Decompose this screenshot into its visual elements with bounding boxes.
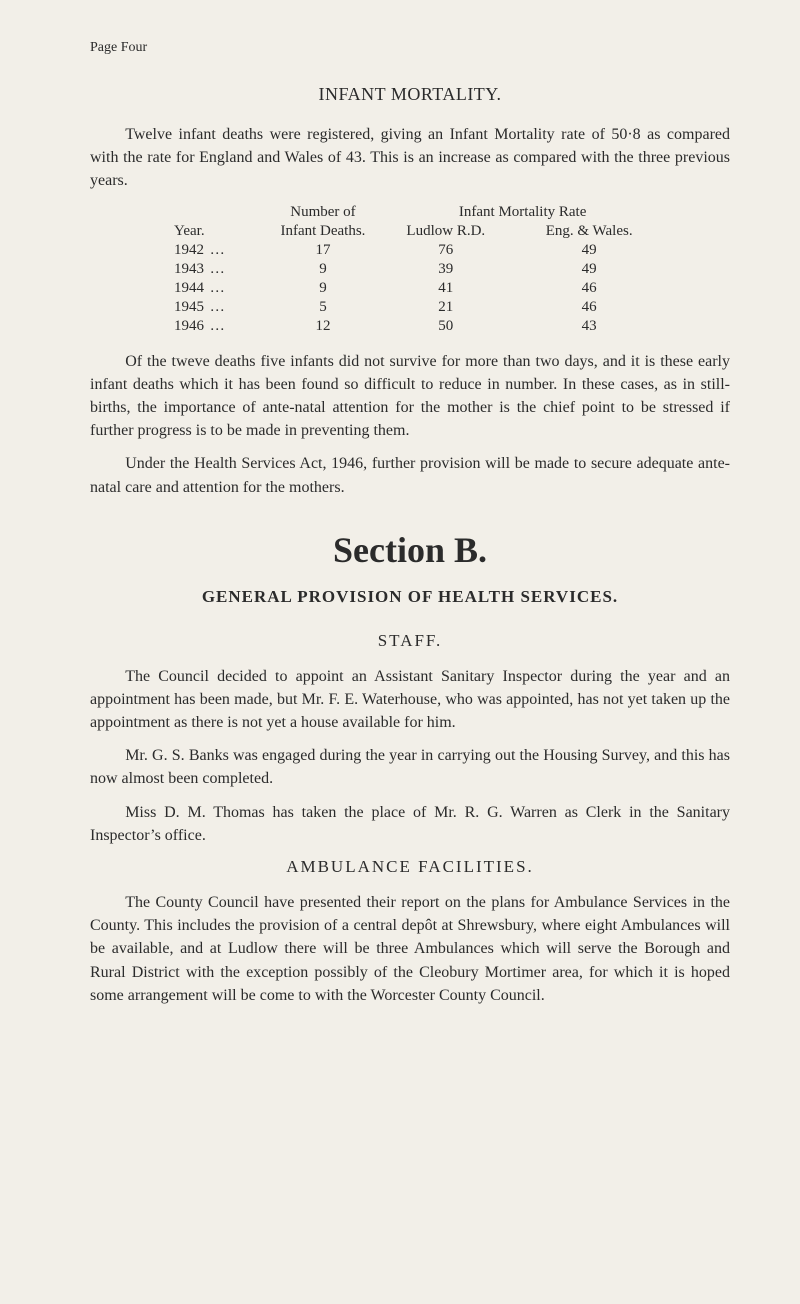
th-ludlow: Ludlow R.D.	[379, 222, 512, 241]
cell-deaths: 5	[267, 298, 380, 317]
table-row: 1943 9 39 49	[154, 260, 666, 279]
para-intro: Twelve infant deaths were registered, gi…	[90, 123, 730, 193]
th-infant-deaths: Infant Deaths.	[267, 222, 380, 241]
para-staff-2: Mr. G. S. Banks was engaged during the y…	[90, 744, 730, 790]
para-ambulance: The County Council have presented their …	[90, 891, 730, 1007]
para-tweve-deaths: Of the tweve deaths five infants did not…	[90, 350, 730, 443]
table-row: 1942 17 76 49	[154, 241, 666, 260]
th-eng: Eng. & Wales.	[512, 222, 666, 241]
cell-eng: 46	[512, 298, 666, 317]
para-staff-1: The Council decided to appoint an Assist…	[90, 665, 730, 735]
cell-year: 1946	[154, 317, 267, 336]
heading-infant-mortality: INFANT MORTALITY.	[90, 84, 730, 105]
table-row: 1944 9 41 46	[154, 279, 666, 298]
section-b-title: Section B.	[90, 529, 730, 571]
cell-year: 1943	[154, 260, 267, 279]
year-text: 1944	[174, 280, 227, 296]
cell-eng: 49	[512, 241, 666, 260]
table-header-row-2: Year. Infant Deaths. Ludlow R.D. Eng. & …	[154, 222, 666, 241]
mortality-table: Number of Infant Mortality Rate Year. In…	[154, 203, 666, 336]
th-number-of: Number of	[267, 203, 380, 222]
mortality-table-wrap: Number of Infant Mortality Rate Year. In…	[154, 203, 666, 336]
cell-eng: 49	[512, 260, 666, 279]
para-health-services-act: Under the Health Services Act, 1946, fur…	[90, 452, 730, 498]
subhead-staff: STAFF.	[90, 631, 730, 651]
table-row: 1946 12 50 43	[154, 317, 666, 336]
cell-eng: 46	[512, 279, 666, 298]
th-rate-span: Infant Mortality Rate	[379, 203, 666, 222]
para-staff-3: Miss D. M. Thomas has taken the place of…	[90, 801, 730, 847]
year-text: 1946	[174, 318, 227, 334]
cell-ludlow: 76	[379, 241, 512, 260]
mortality-table-head: Number of Infant Mortality Rate Year. In…	[154, 203, 666, 241]
cell-ludlow: 41	[379, 279, 512, 298]
year-text: 1945	[174, 299, 227, 315]
cell-deaths: 9	[267, 260, 380, 279]
cell-deaths: 9	[267, 279, 380, 298]
year-text: 1943	[174, 261, 227, 277]
cell-ludlow: 21	[379, 298, 512, 317]
running-head: Page Four	[90, 40, 730, 56]
cell-deaths: 17	[267, 241, 380, 260]
subhead-ambulance: AMBULANCE FACILITIES.	[90, 857, 730, 877]
cell-eng: 43	[512, 317, 666, 336]
year-text: 1942	[174, 242, 227, 258]
mortality-table-body: 1942 17 76 49 1943 9 39 49 1944 9 41 46	[154, 241, 666, 336]
cell-year: 1944	[154, 279, 267, 298]
cell-ludlow: 39	[379, 260, 512, 279]
th-year: Year.	[154, 222, 267, 241]
cell-year: 1945	[154, 298, 267, 317]
cell-deaths: 12	[267, 317, 380, 336]
table-header-row-1: Number of Infant Mortality Rate	[154, 203, 666, 222]
cell-year: 1942	[154, 241, 267, 260]
section-b-subtitle: GENERAL PROVISION OF HEALTH SERVICES.	[90, 587, 730, 607]
cell-ludlow: 50	[379, 317, 512, 336]
page: Page Four INFANT MORTALITY. Twelve infan…	[0, 0, 800, 1304]
th-blank	[154, 203, 267, 222]
table-row: 1945 5 21 46	[154, 298, 666, 317]
